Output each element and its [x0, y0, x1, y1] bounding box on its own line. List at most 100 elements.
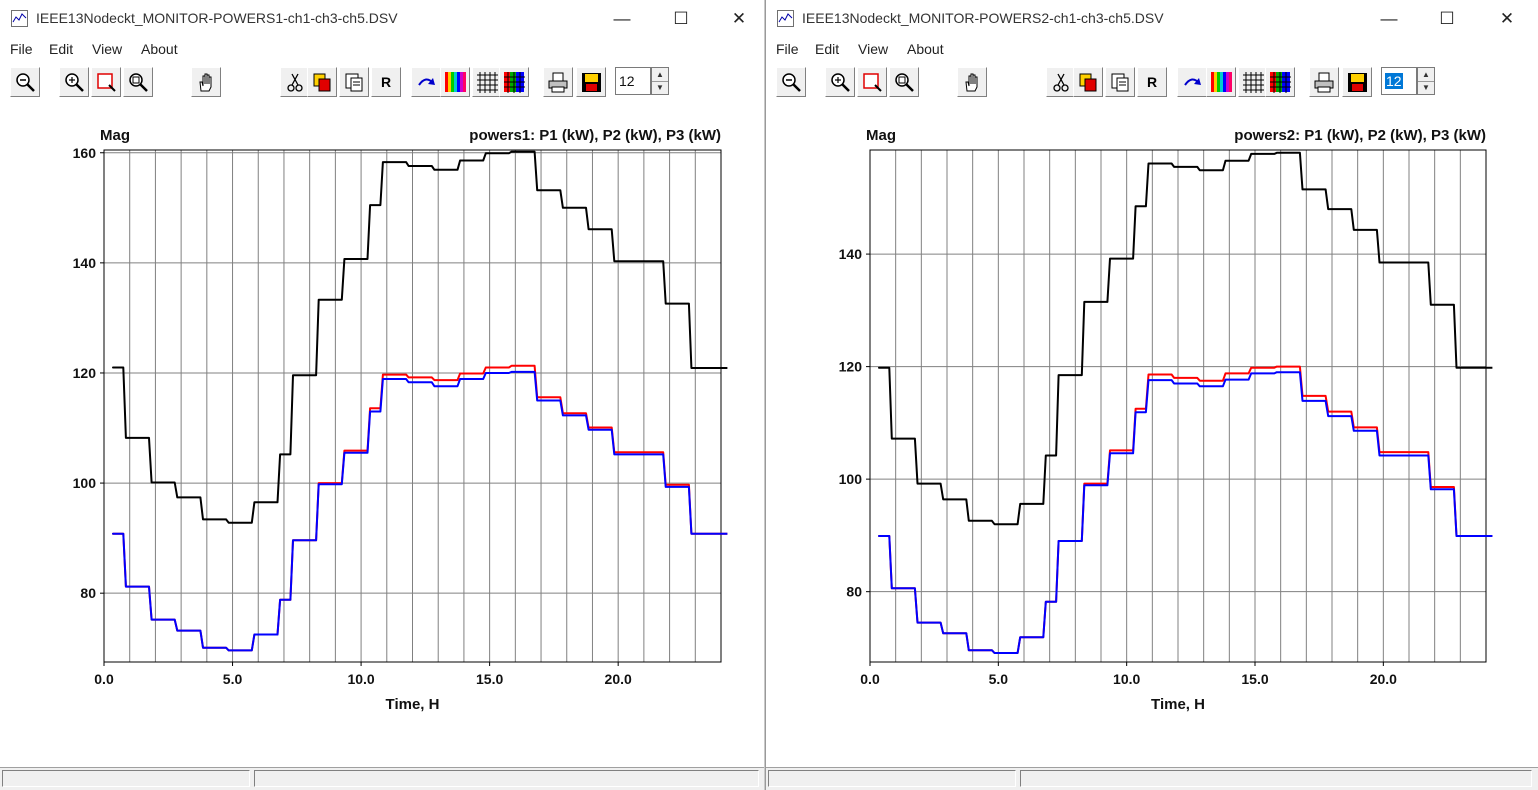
y-tick-label: 120 — [73, 365, 97, 381]
series-line-1 — [878, 151, 1493, 526]
color-bars-button[interactable] — [440, 67, 470, 97]
window-title: IEEE13Nodeckt_MONITOR-POWERS1-ch1-ch3-ch… — [36, 10, 398, 26]
menu-file[interactable]: File — [776, 41, 799, 57]
redraw-arrow-icon — [418, 78, 435, 86]
refresh-r-icon: R — [380, 74, 392, 90]
y-axis-label: Mag — [866, 127, 896, 144]
zoom-box-button[interactable] — [857, 67, 887, 97]
paste-button[interactable] — [339, 67, 369, 97]
print-icon — [1314, 72, 1334, 93]
menu-view[interactable]: View — [858, 41, 889, 57]
paste-button[interactable] — [1105, 67, 1135, 97]
refresh-r-button[interactable]: R — [1137, 67, 1167, 97]
close-button[interactable]: ✕ — [1499, 9, 1515, 28]
font-size-spinner[interactable]: 12 ▲ ▼ — [1381, 67, 1437, 95]
series-line-3 — [878, 371, 1493, 654]
zoom-in-button[interactable] — [59, 67, 89, 97]
x-tick-label: 0.0 — [860, 671, 880, 687]
app-icon[interactable] — [11, 10, 28, 27]
grid-icon — [477, 72, 498, 93]
grid-button[interactable] — [1238, 67, 1268, 97]
close-button[interactable]: ✕ — [731, 9, 747, 28]
redraw-arrow-button[interactable] — [1177, 67, 1207, 97]
chart-title: powers1: P1 (kW), P2 (kW), P3 (kW) — [469, 127, 721, 144]
menu-about[interactable]: About — [907, 41, 944, 57]
zoom-fit-icon — [129, 73, 148, 92]
menu-view[interactable]: View — [92, 41, 123, 57]
paste-icon — [345, 73, 363, 92]
spin-up-icon[interactable]: ▲ — [652, 68, 668, 82]
plot-frame — [869, 149, 1487, 663]
cut-button[interactable] — [1046, 67, 1076, 97]
menu-file[interactable]: File — [10, 41, 33, 57]
font-size-value: 12 — [1385, 73, 1403, 89]
copy-button[interactable] — [307, 67, 337, 97]
pan-hand-icon — [965, 73, 978, 92]
title-bar[interactable]: IEEE13Nodeckt_MONITOR-POWERS2-ch1-ch3-ch… — [766, 0, 1538, 38]
status-bar — [0, 767, 764, 790]
monitor-window-powers2: IEEE13Nodeckt_MONITOR-POWERS2-ch1-ch3-ch… — [765, 0, 1538, 790]
pan-hand-icon — [199, 73, 212, 92]
copy-icon — [1079, 73, 1097, 92]
x-tick-label: 20.0 — [605, 671, 632, 687]
menu-about[interactable]: About — [141, 41, 178, 57]
zoom-out-icon — [16, 73, 35, 92]
y-tick-label: 80 — [846, 584, 862, 600]
font-size-value: 12 — [619, 73, 635, 89]
app-icon[interactable] — [777, 10, 794, 27]
refresh-r-button[interactable]: R — [371, 67, 401, 97]
menu-bar: File Edit View About — [766, 38, 1538, 62]
series-line-1 — [112, 150, 728, 524]
maximize-button[interactable]: ☐ — [673, 9, 689, 28]
zoom-box-button[interactable] — [91, 67, 121, 97]
zoom-out-button[interactable] — [776, 67, 806, 97]
y-tick-label: 80 — [80, 585, 96, 601]
grid-button[interactable] — [472, 67, 502, 97]
title-bar[interactable]: IEEE13Nodeckt_MONITOR-POWERS1-ch1-ch3-ch… — [0, 0, 764, 38]
zoom-fit-icon — [895, 73, 914, 92]
plot-area[interactable]: 80 100 120 140 0.0 5.0 10.0 15.0 20.0 Mag powers2:… — [766, 110, 1537, 730]
menu-edit[interactable]: Edit — [49, 41, 74, 57]
save-button[interactable] — [1342, 67, 1372, 97]
zoom-fit-button[interactable] — [889, 67, 919, 97]
copy-button[interactable] — [1073, 67, 1103, 97]
print-button[interactable] — [543, 67, 573, 97]
pan-hand-button[interactable] — [191, 67, 221, 97]
redraw-arrow-button[interactable] — [411, 67, 441, 97]
y-tick-label: 160 — [73, 145, 97, 161]
zoom-out-button[interactable] — [10, 67, 40, 97]
spinner-buttons: ▲ ▼ — [651, 67, 669, 95]
minimize-button[interactable]: — — [1380, 9, 1398, 28]
pan-hand-button[interactable] — [957, 67, 987, 97]
maximize-button[interactable]: ☐ — [1439, 9, 1455, 28]
spin-up-icon[interactable]: ▲ — [1418, 68, 1434, 82]
minimize-button[interactable]: — — [613, 9, 631, 28]
plot-area[interactable]: 80 100 120 140 160 0.0 5.0 10.0 15.0 20.0 Mag power… — [0, 110, 765, 730]
color-grid-icon — [1270, 72, 1291, 93]
status-pane-1 — [768, 770, 1016, 787]
color-bars-button[interactable] — [1206, 67, 1236, 97]
x-tick-label: 0.0 — [94, 671, 114, 687]
x-axis-label: Time, H — [1151, 696, 1205, 713]
x-tick-label: 5.0 — [223, 671, 243, 687]
save-icon — [1348, 73, 1367, 92]
toolbar: R 12 ▲ ▼ — [766, 62, 1538, 102]
series-line-2 — [878, 365, 1493, 654]
cut-button[interactable] — [280, 67, 310, 97]
font-size-spinner[interactable]: 12 ▲ ▼ — [615, 67, 671, 95]
font-size-input[interactable]: 12 — [1381, 67, 1417, 95]
x-tick-label: 10.0 — [347, 671, 374, 687]
save-button[interactable] — [576, 67, 606, 97]
color-grid-button[interactable] — [499, 67, 529, 97]
spin-down-icon[interactable]: ▼ — [656, 83, 664, 92]
font-size-input[interactable]: 12 — [615, 67, 651, 95]
menu-edit[interactable]: Edit — [815, 41, 840, 57]
zoom-in-button[interactable] — [825, 67, 855, 97]
print-button[interactable] — [1309, 67, 1339, 97]
zoom-fit-button[interactable] — [123, 67, 153, 97]
zoom-in-icon — [65, 73, 84, 92]
color-grid-button[interactable] — [1265, 67, 1295, 97]
spin-down-icon[interactable]: ▼ — [1422, 83, 1430, 92]
color-grid-icon — [504, 72, 525, 93]
x-tick-label: 5.0 — [989, 671, 1009, 687]
